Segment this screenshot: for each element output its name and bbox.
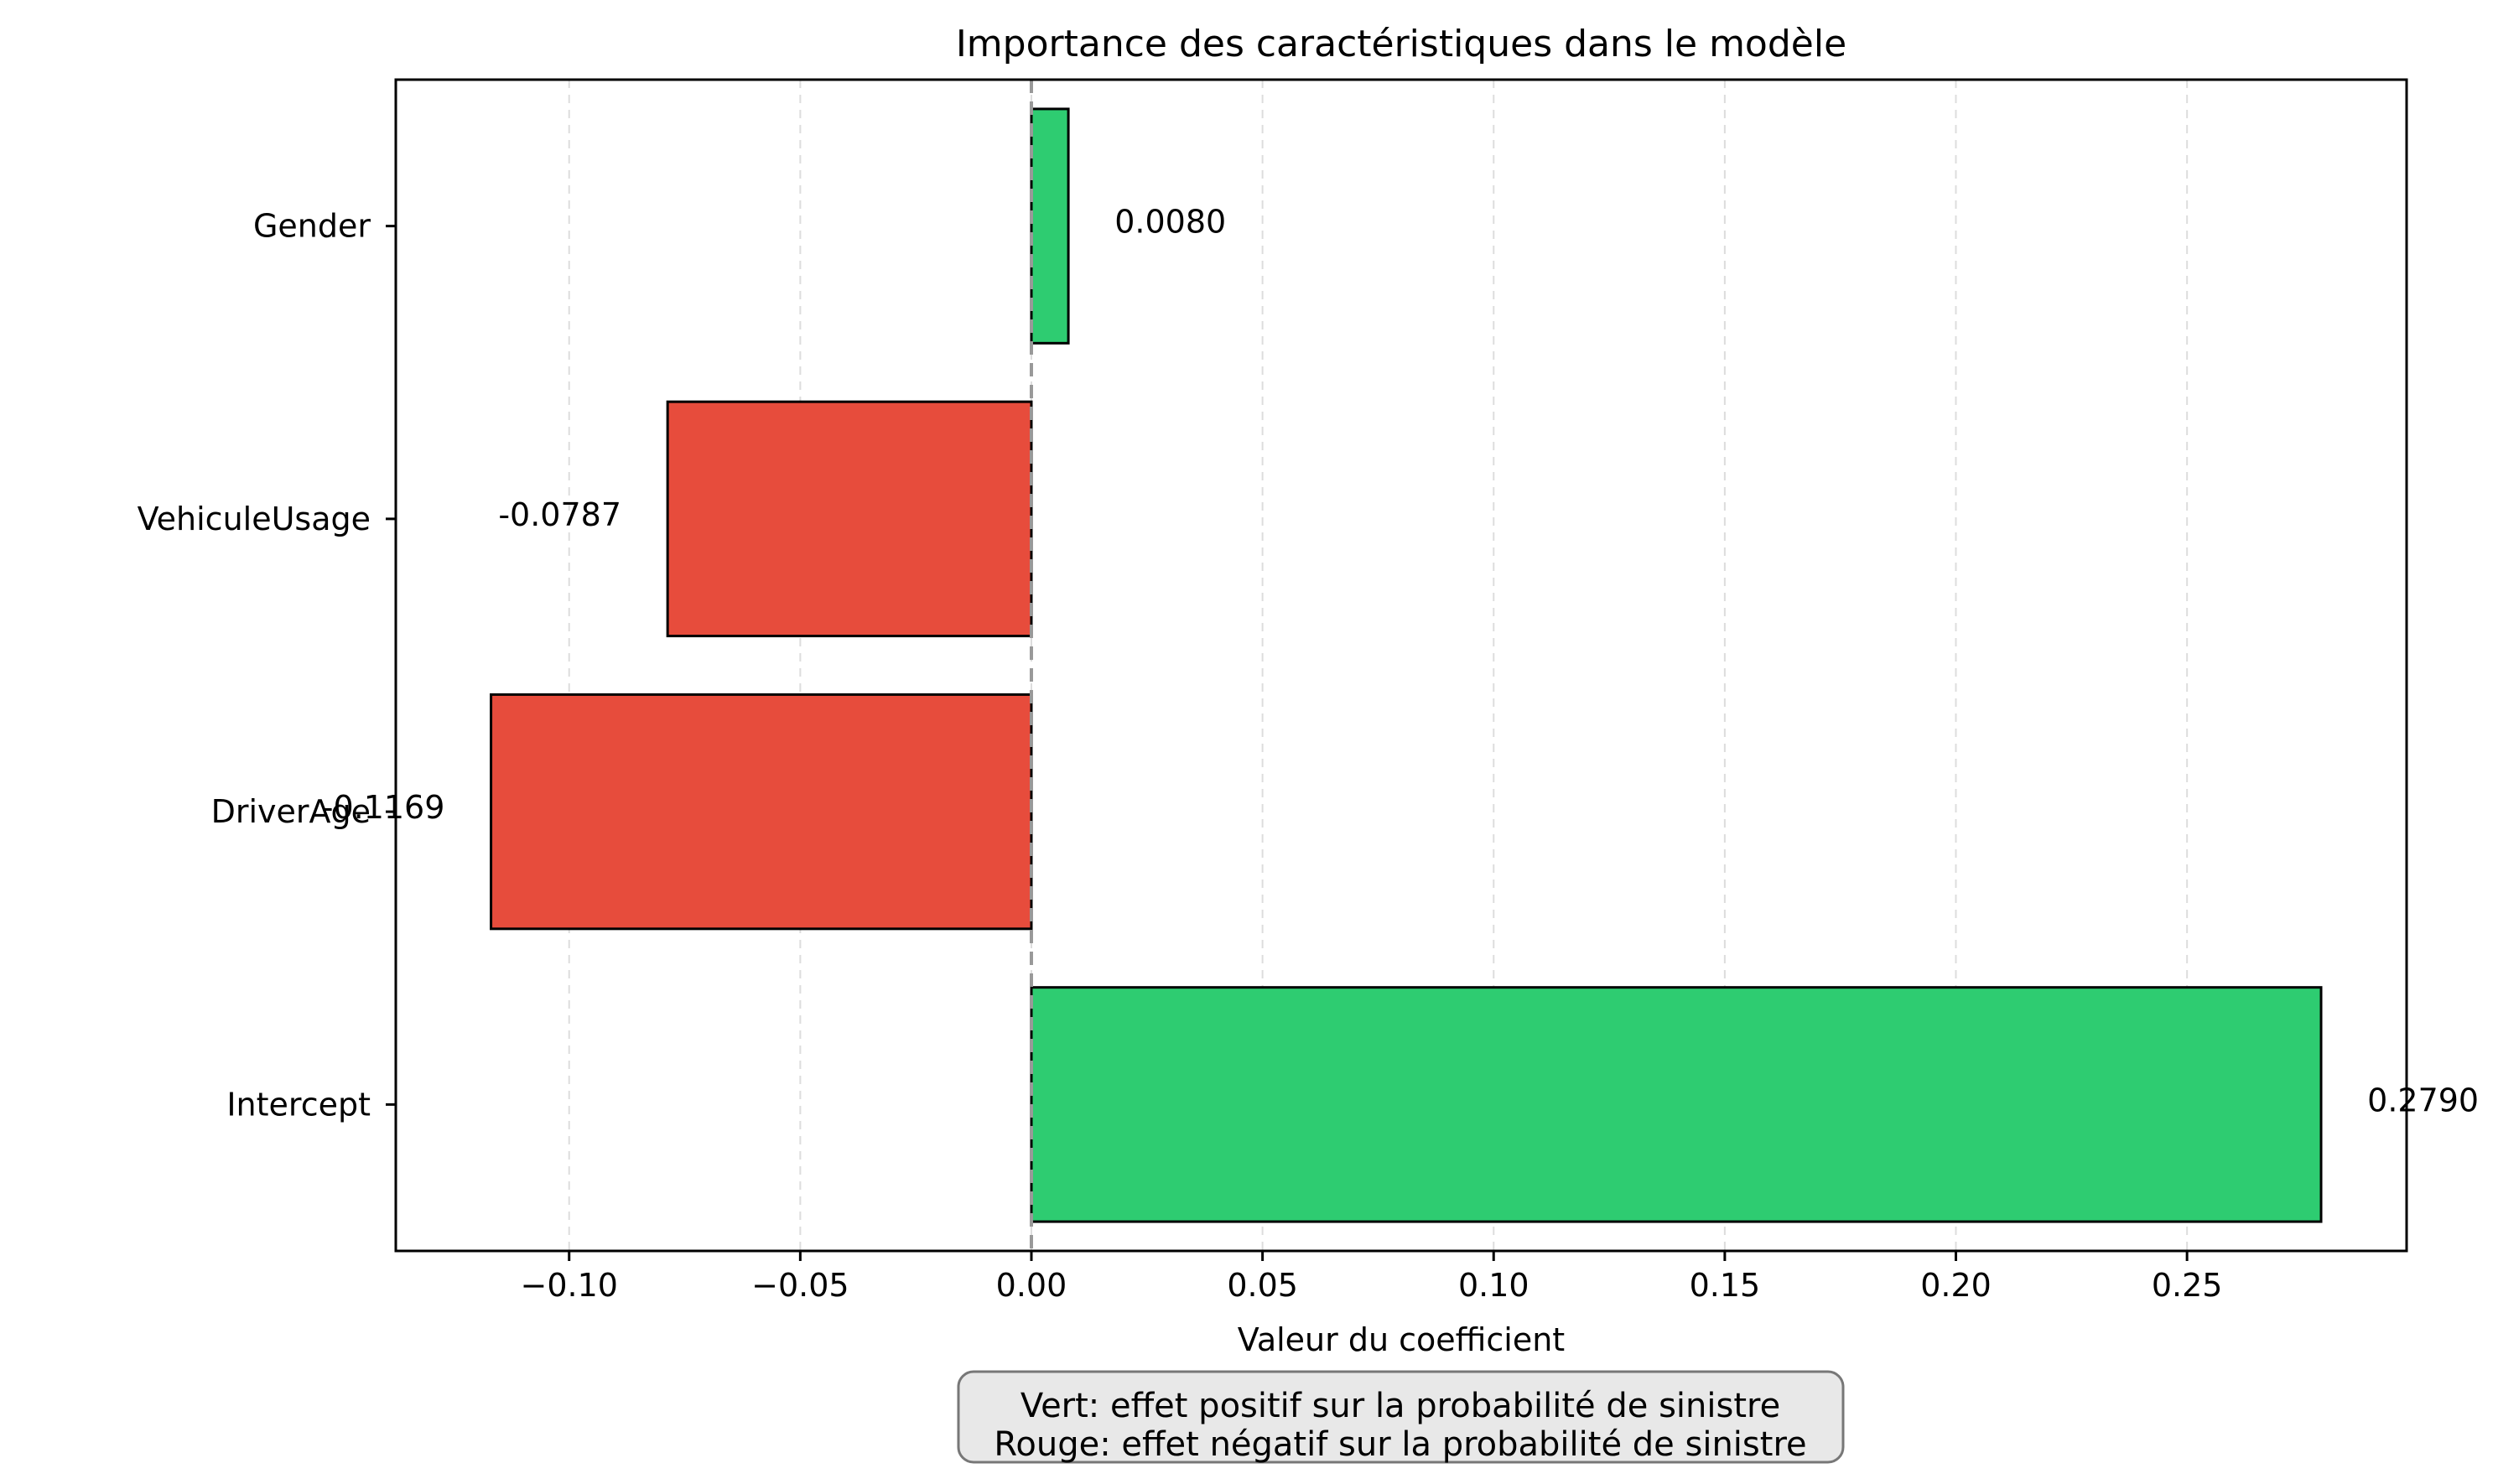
y-category-label-vehiculeusage: VehiculeUsage: [138, 501, 371, 537]
x-tick-label-0: −0.10: [520, 1267, 617, 1304]
data-labels: 0.2790 -0.1169 -0.0787 0.0080: [322, 204, 2479, 1119]
bars-group: [490, 107, 2323, 1223]
y-category-label-driverage: DriverAge: [211, 793, 371, 830]
x-tick-label-7: 0.25: [2152, 1267, 2223, 1304]
plot-frame: [394, 78, 2408, 1253]
bar-gender: [1030, 107, 1070, 345]
bar-driverage: [490, 693, 1033, 931]
bar-intercept: [1030, 986, 2323, 1223]
x-tick-label-5: 0.15: [1690, 1267, 1761, 1304]
legend-note-negative: Rouge: effet négatif sur la probabilité …: [994, 1425, 1806, 1464]
bar-vehiculeusage: [666, 400, 1033, 638]
legend-note-box: [957, 1370, 1845, 1464]
chart-title: Importance des caractéristiques dans le …: [956, 23, 1846, 65]
x-tick-label-6: 0.20: [1920, 1267, 1992, 1304]
data-label-vehiculeusage: -0.0787: [498, 496, 621, 533]
legend-note: Vert: effet positif sur la probabilité d…: [957, 1370, 1845, 1464]
x-tick-label-1: −0.05: [751, 1267, 849, 1304]
x-tick-label-3: 0.05: [1227, 1267, 1298, 1304]
data-label-gender: 0.0080: [1114, 204, 1226, 241]
data-label-driverage: -0.1169: [322, 789, 445, 826]
x-axis-label: Valeur du coefficient: [1238, 1321, 1565, 1358]
x-axis-ticks: −0.10 −0.05 0.00 0.05 0.10 0.15 0.20 0.25: [520, 1251, 2222, 1304]
y-category-label-intercept: Intercept: [226, 1086, 371, 1123]
y-axis-categories: Intercept DriverAge VehiculeUsage Gender: [138, 208, 396, 1123]
x-tick-label-2: 0.00: [996, 1267, 1067, 1304]
y-category-label-gender: Gender: [253, 208, 371, 245]
data-label-intercept: 0.2790: [2367, 1082, 2479, 1118]
x-tick-label-4: 0.10: [1458, 1267, 1529, 1304]
legend-note-positive: Vert: effet positif sur la probabilité d…: [1020, 1387, 1780, 1425]
